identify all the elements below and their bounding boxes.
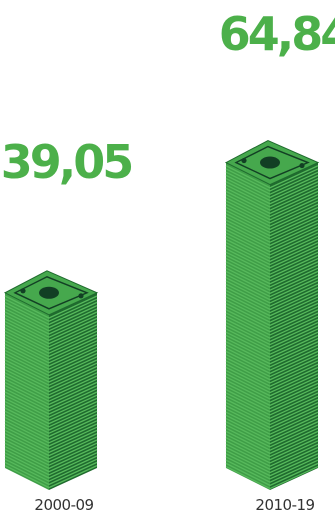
- value-label-2010-19: 64,84: [219, 7, 335, 61]
- stacks-layer: [3, 140, 320, 491]
- bar-stack-2000-09: [3, 270, 99, 490]
- category-label-2000-09: 2000-09: [34, 496, 93, 514]
- bar-stack-2010-19: [224, 140, 320, 491]
- category-label-2010-19: 2010-19: [255, 496, 314, 514]
- value-label-2000-09: 39,05: [1, 135, 132, 189]
